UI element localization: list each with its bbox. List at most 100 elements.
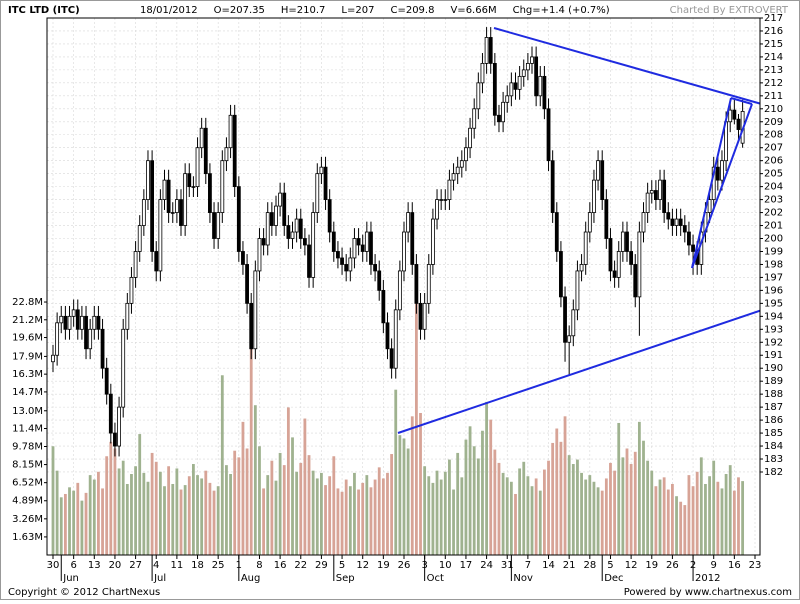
x-tick-label: 18 xyxy=(191,560,204,571)
y-tick-label: 217 xyxy=(764,13,783,24)
volume-bar xyxy=(80,500,84,555)
candle-body xyxy=(100,328,105,369)
y-tick-label: 214 xyxy=(764,52,783,63)
month-label: Oct xyxy=(427,573,444,584)
candle-body xyxy=(158,199,163,272)
candle-body xyxy=(232,114,237,188)
candle-body xyxy=(364,231,369,252)
info-item: Chg=+1.4 (+0.7%) xyxy=(513,5,610,16)
volume-bar xyxy=(671,483,674,555)
volume-bar xyxy=(625,448,629,555)
x-tick-label: 24 xyxy=(480,560,493,571)
candle-body xyxy=(521,69,526,77)
candle-body xyxy=(732,109,737,120)
volume-bar xyxy=(518,468,522,555)
candle-body xyxy=(179,199,183,226)
candle-body xyxy=(575,270,580,311)
candle-body xyxy=(517,75,522,90)
volume-bar xyxy=(493,449,497,555)
candle-body xyxy=(608,238,613,272)
volume-bar xyxy=(233,450,237,555)
volume-bar xyxy=(695,471,699,555)
volume-bar xyxy=(576,459,579,555)
volume-bar xyxy=(237,457,241,555)
candle-body xyxy=(662,179,667,213)
candle-body xyxy=(80,315,84,330)
x-tick-label: 22 xyxy=(294,560,307,571)
volume-tick-label: 22.8M xyxy=(12,297,43,308)
candle-body xyxy=(96,315,101,330)
x-tick-label: 31 xyxy=(501,560,514,571)
volume-bar xyxy=(192,464,195,555)
candle-body xyxy=(410,212,415,265)
candle-body xyxy=(117,406,121,447)
volume-bar xyxy=(600,490,604,555)
volume-bar xyxy=(683,505,687,555)
x-tick-label: 7 xyxy=(525,560,531,571)
volume-bar xyxy=(650,470,654,555)
volume-bar xyxy=(117,468,121,555)
candle-body xyxy=(92,315,97,330)
volume-bar xyxy=(658,479,662,555)
x-tick-label: 13 xyxy=(88,560,101,571)
volume-bar xyxy=(687,475,691,555)
candle-body xyxy=(435,199,439,220)
y-tick-label: 191 xyxy=(764,350,783,361)
volume-bar xyxy=(547,460,550,555)
x-tick-label: 16 xyxy=(728,560,741,571)
candle-body xyxy=(162,179,167,200)
candle-body xyxy=(88,328,93,350)
volume-bar xyxy=(530,486,534,555)
y-tick-label: 198 xyxy=(764,259,783,270)
candle-body xyxy=(571,309,576,337)
candle-body xyxy=(59,315,64,324)
volume-bar xyxy=(584,479,588,555)
y-tick-label: 207 xyxy=(764,143,783,154)
y-tick-label: 202 xyxy=(764,208,783,219)
info-item: L=207 xyxy=(341,5,374,16)
volume-bar xyxy=(361,482,365,555)
candle-body xyxy=(377,270,382,291)
candle-body xyxy=(327,199,332,233)
volume-bar xyxy=(386,472,389,555)
volume-bar xyxy=(497,462,501,555)
volume-bar xyxy=(613,470,616,555)
candle-body xyxy=(715,166,720,181)
volume-bar xyxy=(249,325,253,555)
candle-body xyxy=(385,322,390,350)
candle-body xyxy=(406,212,411,233)
volume-bar xyxy=(299,462,303,555)
candle-body xyxy=(402,231,406,272)
x-tick-label: 30 xyxy=(47,560,60,571)
candle-body xyxy=(546,108,551,162)
volume-bar xyxy=(84,492,88,555)
volume-bar xyxy=(105,456,109,555)
volume-bar xyxy=(167,466,171,555)
trendline xyxy=(397,309,760,434)
volume-bar xyxy=(464,439,468,555)
volume-bar xyxy=(609,462,612,555)
y-tick-label: 209 xyxy=(764,117,783,128)
volume-bar xyxy=(97,471,100,555)
volume-bar xyxy=(654,486,658,555)
volume-bar xyxy=(150,452,154,555)
volume-bar xyxy=(113,448,117,555)
volume-bar xyxy=(357,489,360,555)
candle-body xyxy=(170,212,175,214)
volume-bar xyxy=(196,475,199,555)
volume-bar xyxy=(443,471,447,555)
volume-bar xyxy=(489,419,493,555)
x-tick-label: 16 xyxy=(274,560,287,571)
volume-bar xyxy=(642,440,645,555)
candle-body xyxy=(274,205,278,226)
y-tick-label: 210 xyxy=(764,104,783,115)
volume-bar xyxy=(336,488,340,555)
candle-body xyxy=(397,270,402,311)
x-tick-label: 10 xyxy=(439,560,452,571)
volume-bar xyxy=(452,489,455,555)
credit: Charted By EXTROVERT xyxy=(670,5,789,16)
volume-bar xyxy=(592,481,596,555)
volume-bar xyxy=(468,426,472,555)
candle-body xyxy=(468,127,472,149)
x-tick-label: 6 xyxy=(70,560,76,571)
